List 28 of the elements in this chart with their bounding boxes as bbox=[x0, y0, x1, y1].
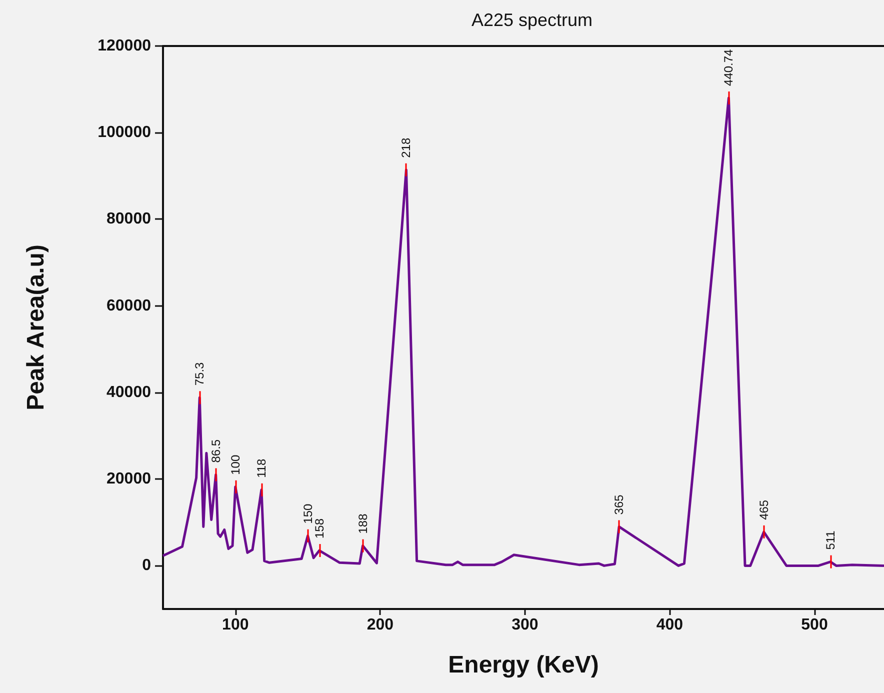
x-axis-title: Energy (KeV) bbox=[448, 652, 599, 678]
x-tick-label: 500 bbox=[801, 616, 828, 634]
y-tick-label: 100000 bbox=[98, 124, 152, 142]
annotation: 465 bbox=[756, 500, 771, 520]
annotation: 218 bbox=[399, 138, 414, 158]
annotation: 440.74 bbox=[722, 48, 736, 86]
y-tick-label: 40000 bbox=[106, 384, 152, 401]
x-tick-label: 200 bbox=[366, 616, 394, 634]
annotation: 75.3 bbox=[192, 362, 207, 386]
y-tick-label: 20000 bbox=[106, 470, 152, 488]
y-tick-label: 120000 bbox=[98, 38, 152, 54]
y-tick-label: 0 bbox=[142, 557, 152, 574]
chart-title: A225 spectrum bbox=[471, 10, 593, 30]
x-tick-label: 400 bbox=[656, 616, 684, 634]
annotation: 365 bbox=[612, 494, 626, 515]
line-series bbox=[162, 96, 884, 567]
annotation: 86.5 bbox=[208, 439, 223, 463]
x-tick-label: 300 bbox=[512, 616, 538, 634]
annotation: 158 bbox=[312, 518, 326, 539]
annotation: 188 bbox=[356, 513, 370, 534]
x-tick-label: 100 bbox=[222, 616, 249, 634]
y-axis-title: Peak Area(a.u) bbox=[22, 244, 50, 410]
annotation: 511 bbox=[823, 530, 838, 550]
annotation: 118 bbox=[254, 458, 268, 478]
annotation: 100 bbox=[228, 454, 242, 475]
annotation: 150 bbox=[300, 503, 315, 524]
y-tick-label: 80000 bbox=[106, 210, 152, 228]
y-tick-label: 60000 bbox=[106, 297, 152, 314]
